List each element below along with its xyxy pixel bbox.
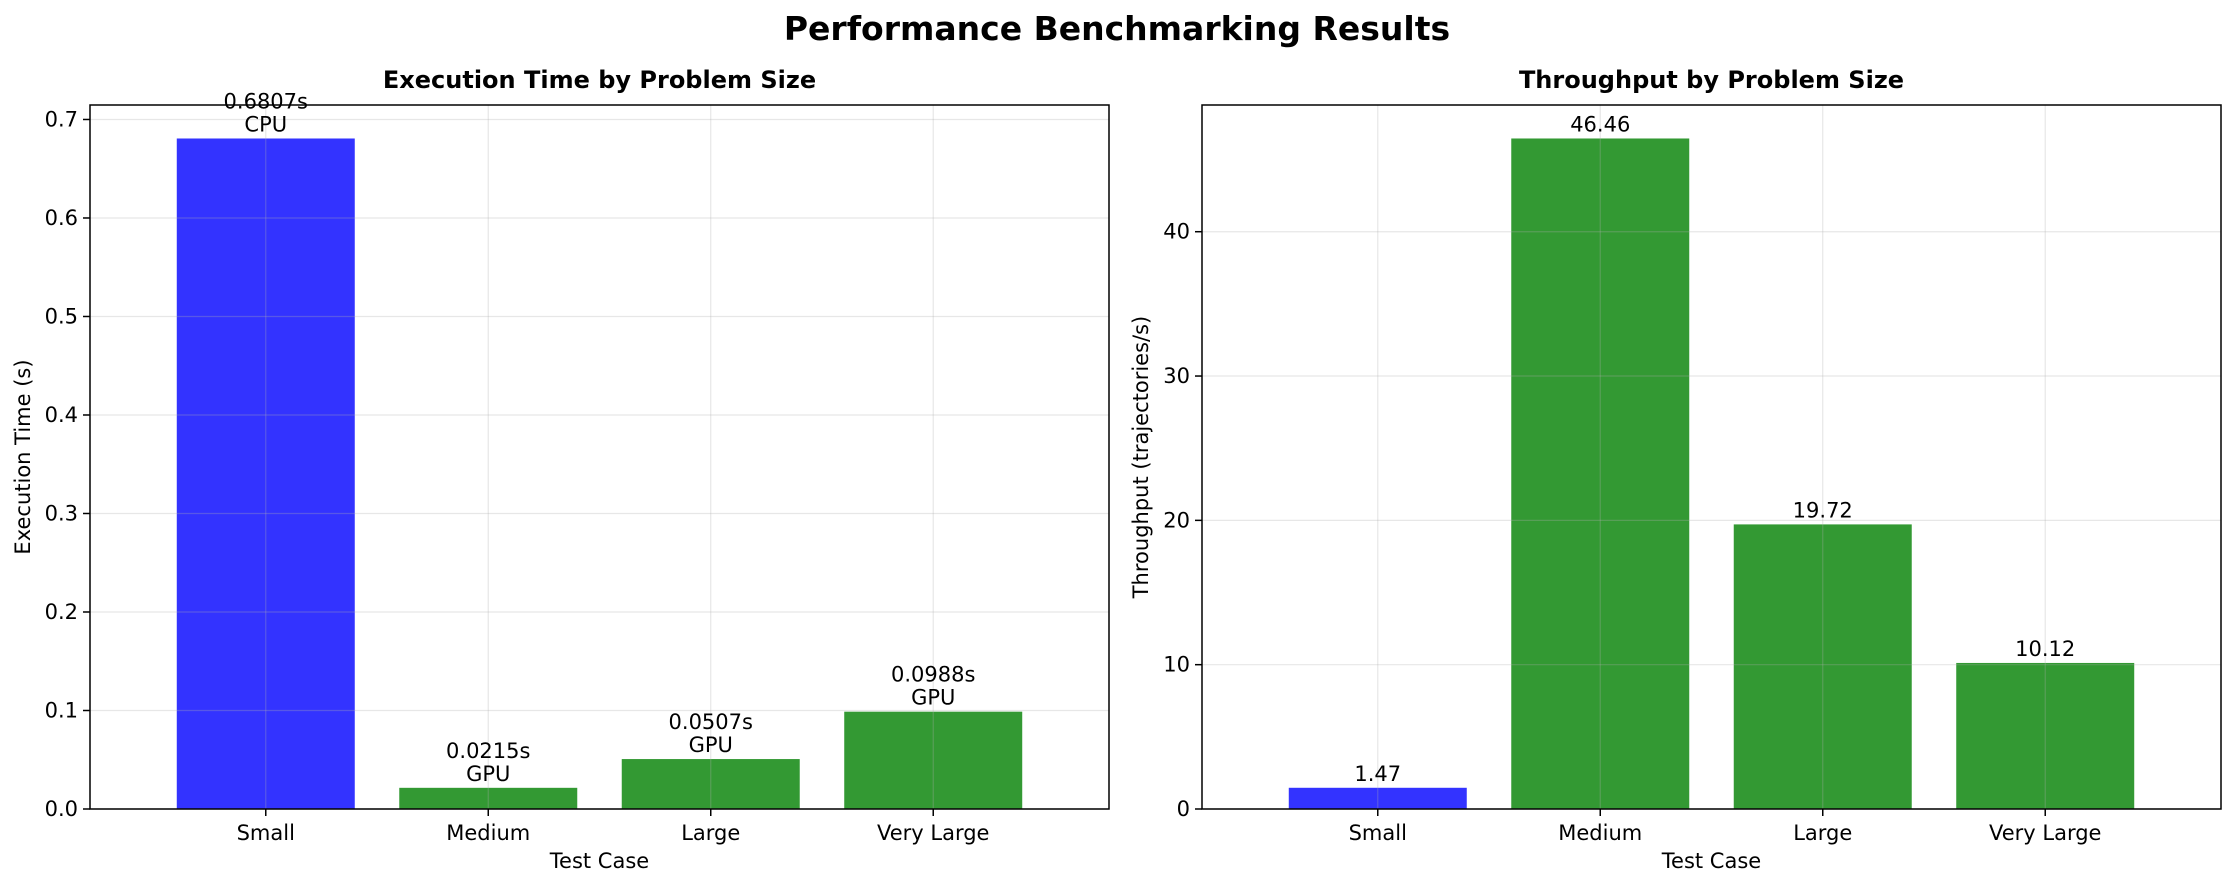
bar-very-large — [844, 711, 1023, 809]
execution-time-chart: Execution Time by Problem Size 0.0 0.1 0.2 0… — [11, 66, 1110, 873]
bar-medium — [1511, 138, 1690, 810]
bar-value-label: 1.47 — [1354, 762, 1401, 786]
bar-value-label: 0.0507s GPU — [669, 710, 753, 757]
bar-value-label: 0.6807s CPU — [224, 89, 308, 136]
bar-value-label: 10.12 — [2015, 637, 2075, 661]
x-tick-label: Medium — [1558, 821, 1642, 845]
throughput-chart: Throughput by Problem Size 0 10 20 30 40 Small… — [1129, 66, 2222, 873]
axes-frame — [1201, 104, 2222, 810]
y-tick-label: 30 — [1163, 364, 1190, 388]
x-tick-label: Very Large — [1989, 821, 2101, 845]
bar-small — [1288, 787, 1467, 809]
y-tick-label: 40 — [1163, 220, 1190, 244]
x-tick-label: Very Large — [877, 821, 989, 845]
y-tick-label: 0.4 — [45, 403, 78, 427]
bar-value-label: 0.0215s GPU — [446, 739, 530, 786]
bar-medium — [399, 787, 578, 809]
bar-small — [176, 138, 355, 810]
y-tick-label: 0.3 — [45, 501, 78, 525]
axes-frame — [89, 104, 1110, 810]
y-tick-label: 0.5 — [45, 304, 78, 328]
y-tick-label: 0 — [1177, 797, 1190, 821]
bar-very-large — [1956, 662, 2135, 809]
bar-large — [1733, 524, 1912, 809]
bar-large — [621, 759, 800, 809]
y-tick-label: 10 — [1163, 653, 1190, 677]
x-tick-label: Small — [237, 821, 295, 845]
bar-value-label: 46.46 — [1570, 112, 1630, 136]
y-tick-label: 20 — [1163, 508, 1190, 532]
x-tick-label: Large — [1793, 821, 1852, 845]
y-tick-label: 0.1 — [45, 698, 78, 722]
y-tick-label: 0.7 — [45, 107, 78, 131]
y-tick-label: 0.2 — [45, 600, 78, 624]
bar-value-label: 0.0988s GPU — [891, 663, 975, 710]
y-axis-label: Throughput (trajectories/s) — [1129, 316, 1153, 600]
x-axis-label: Test Case — [549, 849, 649, 873]
y-axis-label: Execution Time (s) — [11, 359, 35, 554]
x-tick-label: Large — [681, 821, 740, 845]
figure-title: Performance Benchmarking Results — [784, 9, 1450, 48]
y-tick-label: 0.0 — [45, 797, 78, 821]
y-tick-label: 0.6 — [45, 206, 78, 230]
panel-title: Throughput by Problem Size — [1519, 66, 1904, 94]
x-axis-label: Test Case — [1661, 849, 1761, 873]
x-tick-label: Medium — [446, 821, 530, 845]
x-tick-label: Small — [1349, 821, 1407, 845]
panel-title: Execution Time by Problem Size — [383, 66, 816, 94]
bar-value-label: 19.72 — [1793, 498, 1853, 522]
